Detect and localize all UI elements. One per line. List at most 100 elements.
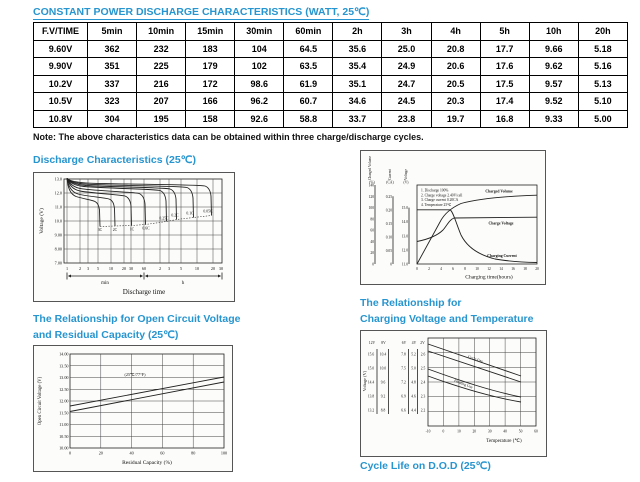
- scale-header: 2V: [420, 341, 425, 345]
- cell: 195: [136, 109, 187, 128]
- hour-unit-label: h: [182, 281, 185, 286]
- x-tick: 40: [130, 451, 134, 456]
- x-tick: 80: [191, 451, 195, 456]
- vol-tick: 140: [369, 184, 375, 188]
- x-axis-label: Discharge time: [123, 288, 165, 296]
- vol-tick: 100: [369, 206, 375, 210]
- y-tick: 13.00: [59, 375, 68, 380]
- cell: 20.3: [430, 92, 481, 111]
- col-header: 30min: [234, 22, 285, 41]
- ocv-chart: 14.00 13.50 13.00 12.50 12.00 11.50 11.0…: [33, 345, 233, 472]
- cycle-use-label: Cycle Use: [467, 355, 483, 364]
- curve-label: 1C: [130, 228, 135, 232]
- y-axis-label: Voltage (V): [38, 208, 45, 234]
- cell: 104: [234, 39, 285, 58]
- x-tick: 3: [168, 266, 170, 271]
- scale-value: 2.5: [421, 367, 426, 371]
- col-header: 3h: [381, 22, 432, 41]
- cell: 5.16: [577, 57, 629, 76]
- x-tick: 20: [122, 266, 126, 271]
- x-tick: 30: [219, 266, 223, 271]
- charging-chart: Charged Volume Current Voltage (%) (CA) …: [360, 150, 546, 285]
- y-tick: 11.0: [55, 205, 62, 210]
- x-tick: 5: [180, 266, 182, 271]
- scale-value: 13.2: [368, 409, 374, 413]
- curve-label: 0.1C: [186, 212, 194, 216]
- cell: 92.6: [234, 109, 285, 128]
- cell: 58.8: [283, 109, 334, 128]
- scale-value: 6.6: [401, 409, 406, 413]
- cell: 9.57: [528, 74, 579, 93]
- y-tick: 13.0: [55, 177, 62, 182]
- charging-chart-figure: Charged Volume Current Voltage (%) (CA) …: [368, 156, 539, 281]
- y-tick: 9.00: [55, 233, 62, 238]
- ocv-lower-line: [69, 381, 225, 412]
- x-tick: 0: [69, 451, 71, 456]
- x-tick: 0: [416, 267, 418, 271]
- col-header: 20h: [577, 22, 629, 41]
- cycle-life-title: Cycle Life on D.O.D (25℃): [360, 460, 491, 472]
- vol-tick: 0: [372, 263, 374, 267]
- cell: 17.7: [479, 39, 530, 58]
- ocv-title-line2: and Residual Capacity (25℃): [33, 329, 179, 341]
- curve-0p25c: [66, 178, 167, 222]
- vol-tick: 80: [370, 217, 374, 221]
- cell: 24.9: [381, 57, 432, 76]
- legend-line: 1. Discharge 100%: [421, 189, 448, 193]
- cell: 24.5: [381, 92, 432, 111]
- cycle-use-upper-line: [427, 343, 522, 377]
- discharge-chart: 13.0 12.0 11.0 10.0 9.00 8.00 7.00 Volta…: [33, 172, 235, 302]
- cell: 5.13: [577, 74, 629, 93]
- cell: 24.7: [381, 74, 432, 93]
- vol-tick: 20: [370, 251, 374, 255]
- x-tick: 50: [519, 430, 523, 434]
- volt-tick: 13.0: [402, 234, 408, 238]
- col-header: 15min: [185, 22, 236, 41]
- scale-value: 5.2: [411, 353, 416, 357]
- ocv-upper-line: [69, 376, 225, 407]
- y-axis-label: Voltage (V): [362, 370, 367, 391]
- col-header: 10min: [136, 22, 187, 41]
- cell: 216: [136, 74, 187, 93]
- x-tick: -10: [426, 430, 431, 434]
- curve-0p05c: [66, 177, 212, 216]
- x-axis-label: Temperature (℃): [486, 438, 522, 444]
- scale-value: 14.4: [368, 381, 374, 385]
- cell: 232: [136, 39, 187, 58]
- volume-axis-title: Charged Volume: [368, 156, 372, 180]
- table-row: 10.5V 323 207 166 96.2 60.7 34.6 24.5 20…: [33, 92, 629, 111]
- cell: 9.62: [528, 57, 579, 76]
- cur-tick: 0.10: [386, 235, 392, 239]
- x-axis-label: Charging time(hours): [465, 274, 513, 281]
- cur-tick: 0.20: [386, 208, 392, 212]
- scale-value: 4.6: [411, 395, 416, 399]
- cell: 166: [185, 92, 236, 111]
- page-title: CONSTANT POWER DISCHARGE CHARACTERISTICS…: [33, 6, 370, 20]
- scale-value: 6.9: [401, 395, 406, 399]
- scale-header: 6V: [402, 341, 407, 345]
- cur-tick: 0.15: [386, 222, 392, 226]
- cell: 225: [136, 57, 187, 76]
- x-tick: 2: [428, 267, 430, 271]
- y-tick: 11.00: [59, 422, 68, 427]
- legend-line: 3. Charge current 0.20CA: [421, 198, 459, 202]
- legend-line: 4. Temperature 25℃: [421, 203, 452, 207]
- x-axis-label: Residual Capacity (%): [122, 459, 172, 466]
- x-tick: 14: [499, 267, 503, 271]
- table-header-row: F.V/TIME 5min 10min 15min 30min 60min 2h…: [33, 22, 629, 41]
- min-unit-label: min: [101, 281, 109, 286]
- discharge-chart-figure: 13.0 12.0 11.0 10.0 9.00 8.00 7.00 Volta…: [38, 177, 223, 297]
- cell: 20.5: [430, 74, 481, 93]
- plot-area: [416, 184, 538, 265]
- x-tick: 20: [99, 451, 103, 456]
- volt-tick: 15.0: [402, 206, 408, 210]
- cell: 63.5: [283, 57, 334, 76]
- x-tick: 10: [475, 267, 479, 271]
- cell: 183: [185, 39, 236, 58]
- cell: 172: [185, 74, 236, 93]
- y-axis-label: Open Circuit Voltage (V): [38, 376, 43, 425]
- charged-volume-curve: [416, 194, 538, 265]
- temp-title-line1: The Relationship for: [360, 297, 462, 309]
- fv-cell: 10.5V: [33, 92, 88, 111]
- cell: 5.00: [577, 109, 629, 128]
